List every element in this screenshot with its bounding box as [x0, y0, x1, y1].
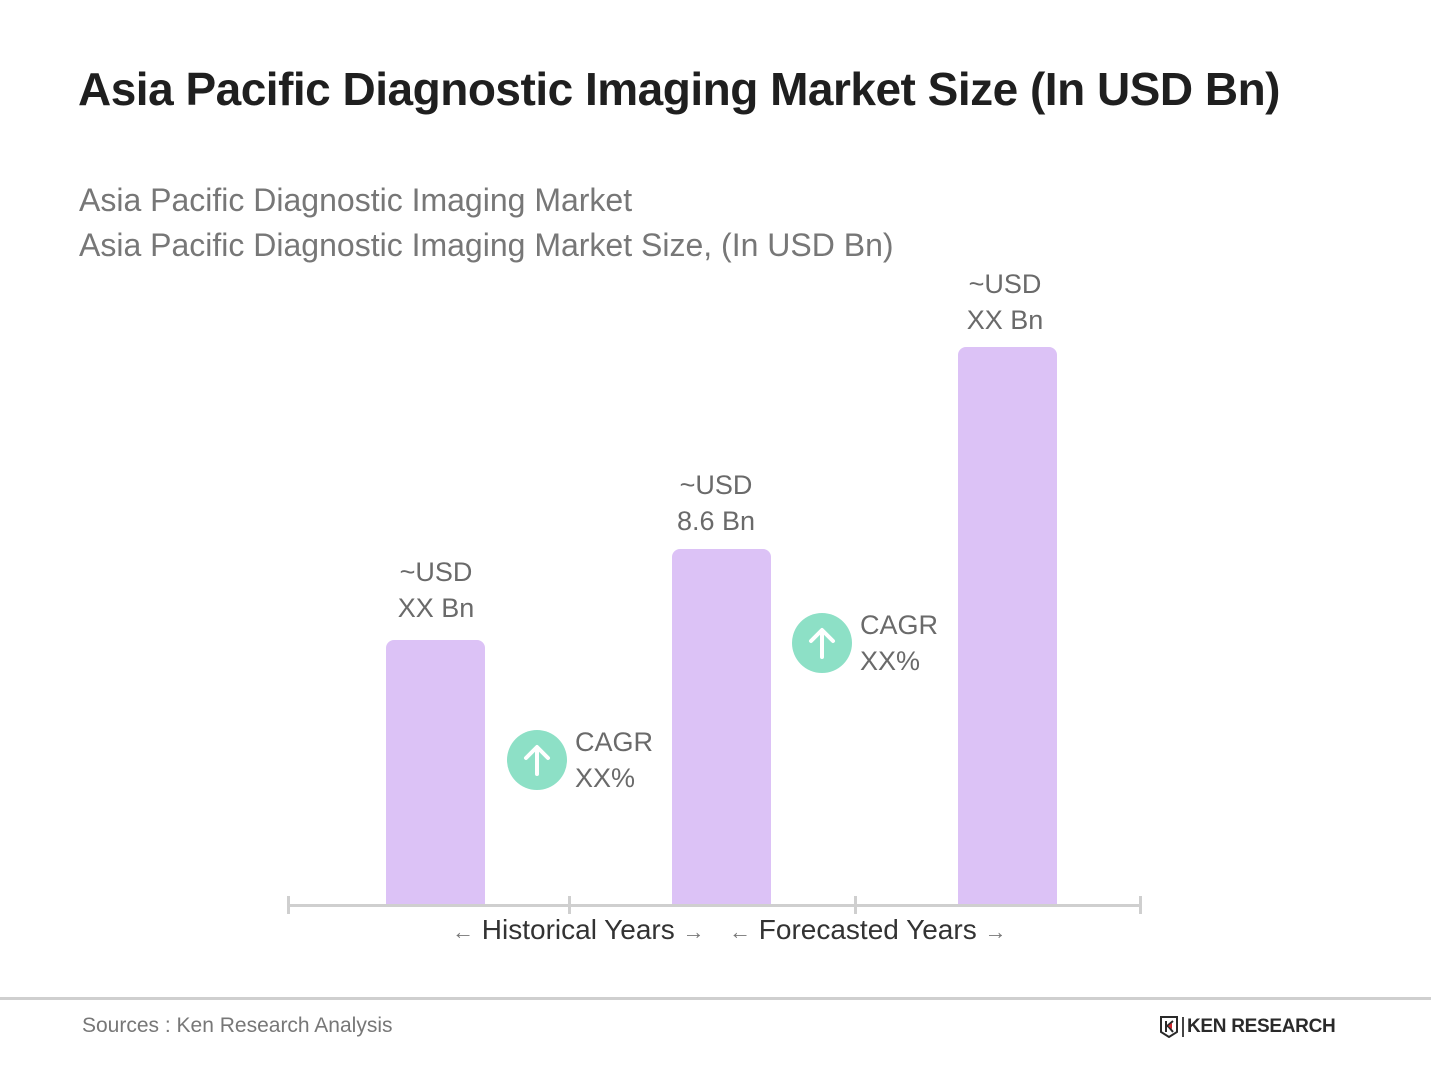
arrow-up-icon [507, 730, 567, 790]
cagr-forecast: CAGR XX% [792, 607, 938, 679]
logo-separator [1182, 1017, 1184, 1037]
bar-label-1: ~USD XX Bn [397, 557, 475, 623]
arrow-left-icon: ← [452, 919, 474, 944]
ken-research-logo: KEN RESEARCH [1160, 1016, 1336, 1038]
arrow-right-icon: → [984, 919, 1007, 944]
chart-subtitle-2: Asia Pacific Diagnostic Imaging Market S… [79, 227, 894, 263]
logo-text: KEN RESEARCH [1187, 1016, 1336, 1037]
axis-tick [287, 896, 290, 914]
historical-years-label: ← Historical Years → [452, 914, 705, 945]
footer-divider [0, 997, 1431, 1000]
x-axis [288, 904, 1142, 907]
bar-1 [386, 640, 485, 905]
ken-logo-icon [1160, 1016, 1178, 1038]
axis-tick [568, 896, 571, 914]
source-note: Sources : Ken Research Analysis [82, 1014, 393, 1037]
cagr-historical: CAGR XX% [507, 724, 653, 796]
axis-tick [1139, 896, 1142, 914]
arrow-right-icon: → [682, 919, 705, 944]
bar-3 [958, 347, 1057, 905]
axis-tick [854, 896, 857, 914]
arrow-left-icon: ← [729, 919, 751, 944]
bar-label-3: ~USD XX Bn [966, 269, 1044, 335]
forecasted-years-label: ← Forecasted Years → [729, 914, 1007, 945]
chart-subtitle-1: Asia Pacific Diagnostic Imaging Market [79, 182, 633, 218]
chart-title: Asia Pacific Diagnostic Imaging Market S… [78, 63, 1281, 115]
arrow-up-icon [792, 613, 852, 673]
bar-2 [672, 549, 771, 905]
bar-label-2: ~USD 8.6 Bn [676, 470, 756, 536]
